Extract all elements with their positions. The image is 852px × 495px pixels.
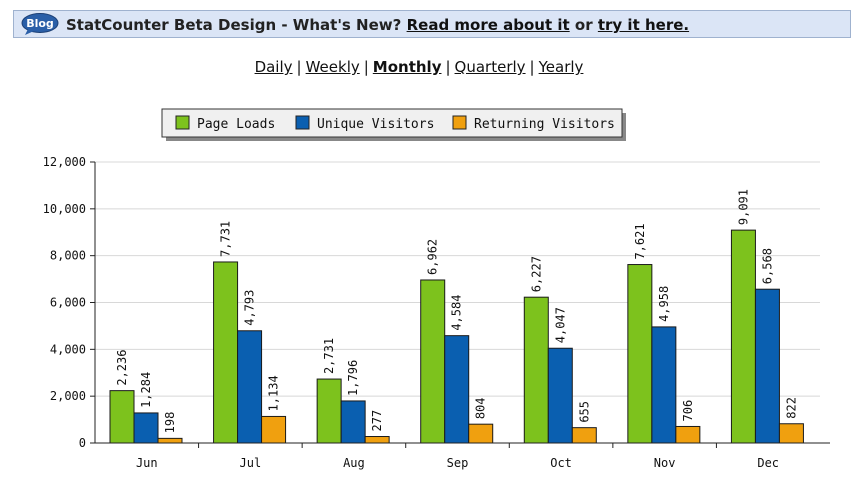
bar-value-label: 4,793 <box>243 290 257 326</box>
bar-value-label: 1,796 <box>346 360 360 396</box>
bar-value-label: 6,962 <box>426 239 440 275</box>
bar-returning-visitors <box>157 437 183 444</box>
bar-unique-visitors <box>651 326 677 444</box>
y-tick-label: 6,000 <box>50 296 86 310</box>
y-tick-label: 0 <box>79 436 86 450</box>
blog-icon[interactable]: Blog <box>20 12 60 36</box>
bar-value-label: 7,731 <box>219 221 233 257</box>
x-tick-label: Jun <box>136 456 158 470</box>
bar-value-label: 6,568 <box>760 248 774 284</box>
x-tick-label: Jul <box>240 456 262 470</box>
y-tick-label: 10,000 <box>43 202 86 216</box>
bar-value-label: 1,134 <box>267 375 281 411</box>
chart-legend: Page Loads Unique Visitors Returning Vis… <box>161 108 626 141</box>
bar-value-label: 4,047 <box>553 307 567 343</box>
read-more-link[interactable]: Read more about it <box>406 16 570 34</box>
bar-unique-visitors <box>547 347 573 444</box>
bar-returning-visitors <box>364 436 390 444</box>
legend-label-page-loads: Page Loads <box>197 117 275 132</box>
separator: | <box>296 58 302 76</box>
x-tick-label: Oct <box>550 456 572 470</box>
period-weekly-link[interactable]: Weekly <box>305 58 360 76</box>
bar-value-label: 1,284 <box>139 372 153 408</box>
legend-box <box>161 108 623 138</box>
x-tick-label: Dec <box>757 456 779 470</box>
y-tick-label: 2,000 <box>50 389 86 403</box>
period-daily-link[interactable]: Daily <box>254 58 293 76</box>
bar-page-loads <box>420 279 446 444</box>
bar-value-label: 706 <box>681 400 695 422</box>
bar-value-label: 2,236 <box>115 350 129 386</box>
bar-unique-visitors <box>133 412 159 444</box>
x-tick-label: Aug <box>343 456 365 470</box>
blog-icon-label: Blog <box>26 17 54 30</box>
separator: | <box>363 58 369 76</box>
y-axis: 0 2,000 4,000 6,000 8,000 10,000 12,000 <box>43 155 96 450</box>
bar-value-label: 277 <box>370 410 384 432</box>
bar-page-loads <box>213 261 239 444</box>
try-it-link[interactable]: try it here. <box>597 16 690 34</box>
x-axis: Jun Jul Aug Sep Oct Nov Dec <box>95 442 830 470</box>
bar-value-label: 6,227 <box>529 256 543 292</box>
bar-unique-visitors <box>444 335 470 444</box>
bar-returning-visitors <box>261 415 287 444</box>
period-monthly-link[interactable]: Monthly <box>372 58 442 76</box>
chart-bars: 2,236 1,284 198 7,731 4,793 1,134 2,731 1,796 27… <box>109 189 804 444</box>
bar-unique-visitors <box>754 288 780 444</box>
legend-label-unique-visitors: Unique Visitors <box>317 117 434 132</box>
legend-swatch-page-loads <box>175 115 190 130</box>
legend-swatch-returning-visitors <box>452 115 467 130</box>
period-yearly-link[interactable]: Yearly <box>538 58 584 76</box>
bar-returning-visitors <box>778 423 804 444</box>
bar-value-label: 9,091 <box>736 189 750 225</box>
bar-returning-visitors <box>571 427 597 444</box>
chart-grid <box>95 161 820 397</box>
banner-middle: or <box>574 16 593 34</box>
y-tick-label: 8,000 <box>50 249 86 263</box>
bar-page-loads <box>316 378 342 444</box>
bar-page-loads <box>109 390 135 444</box>
bar-unique-visitors <box>237 330 263 444</box>
period-nav: Daily | Weekly | Monthly | Quarterly | Yearly <box>0 58 838 76</box>
bar-value-label: 4,958 <box>657 286 671 322</box>
bar-returning-visitors <box>468 423 494 444</box>
separator: | <box>529 58 535 76</box>
bar-value-label: 7,621 <box>633 223 647 259</box>
y-tick-label: 4,000 <box>50 342 86 356</box>
beta-banner: Blog StatCounter Beta Design - What's Ne… <box>13 10 851 38</box>
bar-value-label: 4,584 <box>450 295 464 331</box>
separator: | <box>445 58 451 76</box>
banner-text: StatCounter Beta Design - What's New? Re… <box>66 16 689 34</box>
bar-value-label: 804 <box>474 397 488 419</box>
x-tick-label: Nov <box>654 456 676 470</box>
bar-page-loads <box>523 296 549 444</box>
bar-unique-visitors <box>340 400 366 444</box>
bar-page-loads <box>627 264 653 444</box>
bar-value-label: 822 <box>784 397 798 419</box>
bar-page-loads <box>730 229 756 444</box>
bar-value-label: 655 <box>577 401 591 423</box>
legend-label-returning-visitors: Returning Visitors <box>474 117 615 132</box>
bar-value-label: 2,731 <box>322 338 336 374</box>
x-tick-label: Sep <box>447 456 469 470</box>
period-quarterly-link[interactable]: Quarterly <box>454 58 526 76</box>
bar-value-label: 198 <box>163 412 177 434</box>
y-tick-label: 12,000 <box>43 155 86 169</box>
legend-swatch-unique-visitors <box>295 115 310 130</box>
banner-prefix: StatCounter Beta Design - What's New? <box>66 16 402 34</box>
bar-returning-visitors <box>675 425 701 444</box>
